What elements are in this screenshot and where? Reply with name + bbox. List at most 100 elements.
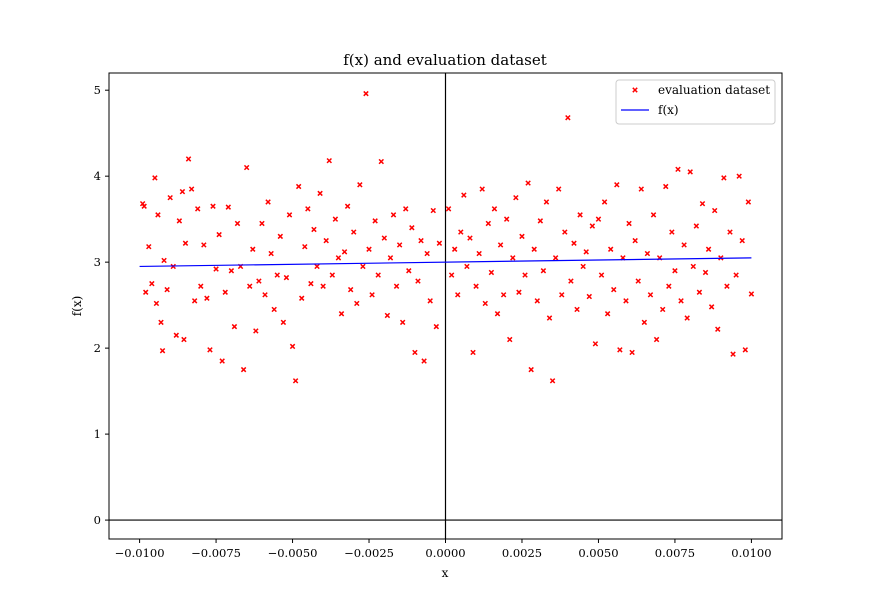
data-point — [256, 278, 262, 284]
data-point — [406, 268, 412, 274]
data-point — [283, 274, 290, 281]
data-point — [635, 278, 641, 284]
data-point — [363, 90, 369, 97]
data-point — [721, 175, 727, 181]
data-point — [250, 246, 256, 252]
data-point — [320, 283, 326, 289]
x-axis-ticks: −0.0100 −0.0075 −0.0050 −0.0025 0.0000 0.0025… — [115, 539, 772, 560]
data-point — [705, 246, 712, 252]
data-point — [445, 206, 452, 212]
data-point — [268, 250, 274, 257]
data-point — [231, 323, 238, 330]
legend-x-marker — [632, 87, 638, 93]
fx-line — [139, 257, 752, 268]
data-point — [173, 332, 180, 338]
data-point — [534, 298, 541, 304]
data-point — [159, 347, 166, 354]
data-point — [604, 311, 611, 317]
legend-label-fx: f(x) — [658, 103, 679, 117]
data-point — [418, 237, 424, 244]
data-point — [372, 218, 378, 224]
x-tick-label: −0.0050 — [268, 546, 318, 560]
data-point — [516, 289, 522, 295]
data-point — [653, 336, 660, 343]
data-point — [684, 315, 690, 321]
data-point — [317, 190, 323, 197]
data-point — [415, 278, 421, 284]
fx-series — [139, 257, 752, 268]
data-point — [167, 194, 173, 201]
data-point — [329, 272, 336, 278]
data-point — [500, 292, 507, 298]
data-point — [549, 378, 556, 384]
data-point — [323, 237, 329, 244]
legend-label-evaluation-dataset: evaluation dataset — [658, 83, 770, 97]
x-tick-label: 0.0100 — [731, 546, 771, 560]
data-point — [308, 280, 314, 287]
data-point — [225, 204, 232, 210]
data-point — [647, 292, 654, 298]
data-point — [176, 218, 183, 224]
x-tick-label: 0.0000 — [425, 546, 465, 560]
data-point — [739, 237, 745, 244]
data-point — [344, 203, 351, 209]
data-point — [467, 235, 473, 241]
data-point — [559, 292, 565, 298]
data-point — [188, 186, 195, 192]
data-point — [198, 283, 204, 289]
plot-area — [109, 73, 782, 539]
data-point — [271, 306, 277, 313]
data-point — [433, 323, 440, 330]
data-point — [715, 326, 721, 332]
data-point — [552, 255, 559, 261]
data-point — [228, 268, 235, 274]
data-point — [201, 242, 207, 248]
data-point — [240, 366, 247, 373]
scatter-series — [139, 90, 755, 384]
data-point — [730, 351, 736, 357]
data-point — [727, 229, 733, 235]
data-point — [537, 218, 544, 224]
y-tick-label: 3 — [94, 255, 101, 269]
data-point — [663, 183, 669, 190]
data-point — [262, 292, 268, 298]
data-point — [607, 246, 614, 252]
data-point — [455, 292, 461, 298]
data-point — [360, 263, 366, 270]
data-point — [525, 180, 531, 186]
data-point — [476, 250, 482, 257]
data-point — [696, 289, 703, 295]
data-point — [687, 169, 693, 175]
data-point — [286, 212, 293, 218]
data-point — [724, 283, 730, 289]
data-point — [142, 289, 149, 295]
data-point — [470, 349, 476, 356]
data-point — [589, 223, 596, 229]
data-point — [733, 272, 739, 278]
data-point — [164, 286, 170, 293]
data-point — [568, 278, 574, 284]
data-point — [638, 186, 645, 192]
data-point — [243, 164, 250, 171]
data-point — [672, 268, 678, 274]
data-point — [451, 246, 458, 252]
data-point — [207, 347, 213, 353]
data-point — [341, 249, 348, 255]
data-point — [711, 207, 718, 214]
data-point — [369, 292, 375, 298]
data-point — [669, 229, 675, 235]
x-tick-label: −0.0075 — [191, 546, 241, 560]
data-point — [497, 242, 504, 248]
data-point — [311, 226, 317, 233]
data-point — [650, 212, 657, 218]
data-point — [494, 311, 501, 317]
data-point — [277, 233, 284, 240]
data-point — [366, 246, 372, 252]
legend-marker-evaluation-dataset — [632, 87, 638, 93]
data-point — [155, 212, 161, 218]
x-tick-label: −0.0100 — [115, 546, 165, 560]
data-point — [185, 156, 192, 162]
data-point — [204, 295, 210, 301]
data-point — [427, 298, 433, 304]
